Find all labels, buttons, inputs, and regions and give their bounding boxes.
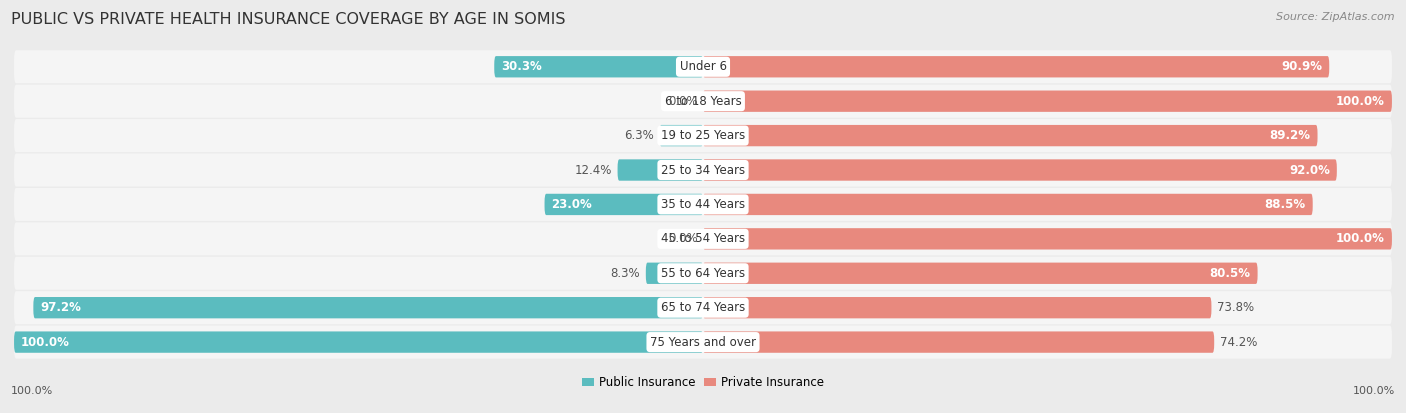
FancyBboxPatch shape — [703, 194, 1313, 215]
Text: 45 to 54 Years: 45 to 54 Years — [661, 233, 745, 245]
Text: Under 6: Under 6 — [679, 60, 727, 73]
FancyBboxPatch shape — [14, 119, 1392, 152]
Text: 74.2%: 74.2% — [1219, 336, 1257, 349]
FancyBboxPatch shape — [703, 90, 1392, 112]
FancyBboxPatch shape — [544, 194, 703, 215]
Legend: Public Insurance, Private Insurance: Public Insurance, Private Insurance — [578, 371, 828, 394]
FancyBboxPatch shape — [14, 85, 1392, 118]
FancyBboxPatch shape — [703, 297, 1212, 318]
Text: 25 to 34 Years: 25 to 34 Years — [661, 164, 745, 176]
FancyBboxPatch shape — [14, 325, 1392, 358]
FancyBboxPatch shape — [14, 222, 1392, 255]
Text: 88.5%: 88.5% — [1265, 198, 1306, 211]
FancyBboxPatch shape — [703, 228, 1392, 249]
Text: Source: ZipAtlas.com: Source: ZipAtlas.com — [1277, 12, 1395, 22]
Text: 35 to 44 Years: 35 to 44 Years — [661, 198, 745, 211]
Text: 8.3%: 8.3% — [610, 267, 640, 280]
Text: 97.2%: 97.2% — [41, 301, 82, 314]
FancyBboxPatch shape — [617, 159, 703, 180]
FancyBboxPatch shape — [703, 125, 1317, 146]
Text: 80.5%: 80.5% — [1209, 267, 1251, 280]
FancyBboxPatch shape — [703, 56, 1329, 78]
FancyBboxPatch shape — [14, 331, 703, 353]
Text: 100.0%: 100.0% — [1353, 387, 1395, 396]
FancyBboxPatch shape — [34, 297, 703, 318]
FancyBboxPatch shape — [14, 154, 1392, 187]
FancyBboxPatch shape — [14, 50, 1392, 83]
Text: 30.3%: 30.3% — [501, 60, 541, 73]
Text: 65 to 74 Years: 65 to 74 Years — [661, 301, 745, 314]
FancyBboxPatch shape — [14, 291, 1392, 324]
FancyBboxPatch shape — [14, 188, 1392, 221]
FancyBboxPatch shape — [703, 159, 1337, 180]
Text: 75 Years and over: 75 Years and over — [650, 336, 756, 349]
Text: 92.0%: 92.0% — [1289, 164, 1330, 176]
Text: 23.0%: 23.0% — [551, 198, 592, 211]
FancyBboxPatch shape — [703, 331, 1215, 353]
Text: 73.8%: 73.8% — [1218, 301, 1254, 314]
FancyBboxPatch shape — [14, 257, 1392, 290]
Text: 100.0%: 100.0% — [21, 336, 70, 349]
Text: PUBLIC VS PRIVATE HEALTH INSURANCE COVERAGE BY AGE IN SOMIS: PUBLIC VS PRIVATE HEALTH INSURANCE COVER… — [11, 12, 565, 27]
Text: 90.9%: 90.9% — [1281, 60, 1323, 73]
Text: 12.4%: 12.4% — [575, 164, 612, 176]
Text: 100.0%: 100.0% — [11, 387, 53, 396]
Text: 19 to 25 Years: 19 to 25 Years — [661, 129, 745, 142]
Text: 89.2%: 89.2% — [1270, 129, 1310, 142]
Text: 0.0%: 0.0% — [668, 233, 697, 245]
Text: 0.0%: 0.0% — [668, 95, 697, 108]
FancyBboxPatch shape — [645, 263, 703, 284]
Text: 100.0%: 100.0% — [1336, 233, 1385, 245]
FancyBboxPatch shape — [703, 263, 1257, 284]
FancyBboxPatch shape — [659, 125, 703, 146]
Text: 6.3%: 6.3% — [624, 129, 654, 142]
Text: 100.0%: 100.0% — [1336, 95, 1385, 108]
Text: 6 to 18 Years: 6 to 18 Years — [665, 95, 741, 108]
FancyBboxPatch shape — [495, 56, 703, 78]
Text: 55 to 64 Years: 55 to 64 Years — [661, 267, 745, 280]
